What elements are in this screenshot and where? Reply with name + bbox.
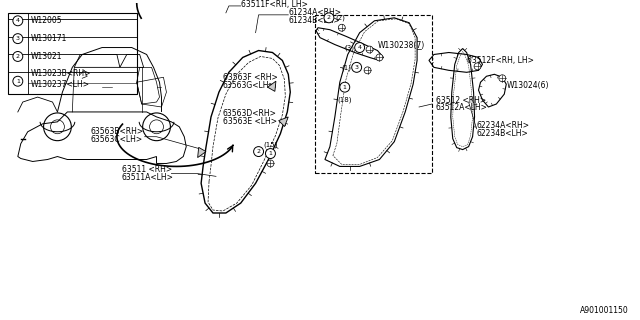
Circle shape [376, 54, 383, 61]
Bar [315, 15, 432, 173]
Circle shape [13, 52, 23, 61]
Circle shape [266, 148, 275, 158]
Circle shape [339, 24, 345, 31]
Text: W13021: W13021 [31, 52, 62, 61]
Circle shape [13, 76, 23, 86]
Polygon shape [198, 148, 206, 157]
Text: 62234B<LH>: 62234B<LH> [477, 129, 528, 138]
Circle shape [366, 46, 373, 53]
Circle shape [352, 62, 362, 72]
Text: A901001150: A901001150 [580, 306, 629, 315]
Circle shape [13, 34, 23, 44]
Text: 1: 1 [269, 151, 273, 156]
Text: 1: 1 [16, 79, 20, 84]
Circle shape [267, 160, 274, 167]
Circle shape [324, 13, 334, 23]
Text: 61234A<RH>: 61234A<RH> [288, 8, 341, 17]
Circle shape [340, 82, 349, 92]
Text: 1: 1 [343, 85, 347, 90]
Text: (3): (3) [345, 44, 355, 51]
Text: 2: 2 [16, 54, 20, 59]
Circle shape [364, 67, 371, 74]
Text: W130238(7): W130238(7) [378, 41, 425, 50]
Circle shape [355, 43, 365, 52]
Text: W12005: W12005 [31, 16, 62, 25]
Text: 4: 4 [358, 45, 362, 50]
Text: 62234A<RH>: 62234A<RH> [477, 121, 529, 130]
Text: W13023B<RH>: W13023B<RH> [31, 69, 91, 78]
Text: 63511A<LH>: 63511A<LH> [122, 173, 173, 182]
Bar [8, 13, 137, 94]
Circle shape [474, 63, 481, 70]
Text: 63512 <RH>: 63512 <RH> [436, 96, 486, 105]
Circle shape [499, 75, 506, 82]
Text: 63563F <RH>: 63563F <RH> [223, 73, 278, 82]
Text: 63512A<LH>: 63512A<LH> [436, 103, 488, 112]
Polygon shape [268, 81, 276, 92]
Text: (2): (2) [336, 15, 346, 21]
Text: W130237<LH>: W130237<LH> [31, 80, 90, 89]
Text: 2: 2 [327, 15, 331, 20]
Text: 63511F<RH, LH>: 63511F<RH, LH> [241, 0, 308, 10]
Text: 63563B<RH>: 63563B<RH> [90, 127, 143, 136]
Text: 63563G<LH>: 63563G<LH> [223, 81, 276, 90]
Text: W13024(6): W13024(6) [506, 81, 548, 90]
Text: 61234B<LH>: 61234B<LH> [288, 16, 340, 25]
Text: 2: 2 [257, 149, 260, 154]
Text: 63511 <RH>: 63511 <RH> [122, 165, 172, 174]
Text: 3: 3 [16, 36, 20, 41]
Text: (1): (1) [264, 148, 275, 155]
Text: 63563D<RH>: 63563D<RH> [223, 109, 276, 118]
Text: 63512F<RH, LH>: 63512F<RH, LH> [467, 56, 534, 65]
Polygon shape [278, 117, 288, 126]
Circle shape [13, 16, 23, 26]
Circle shape [253, 147, 264, 156]
Text: 3: 3 [355, 65, 358, 70]
Text: 4: 4 [16, 18, 20, 23]
Text: (15): (15) [263, 141, 278, 148]
Text: W130171: W130171 [31, 34, 67, 43]
Text: (18): (18) [338, 97, 353, 103]
Text: 63563E <LH>: 63563E <LH> [223, 117, 277, 126]
Text: 63563C<LH>: 63563C<LH> [90, 135, 142, 144]
Text: (1): (1) [342, 64, 352, 71]
